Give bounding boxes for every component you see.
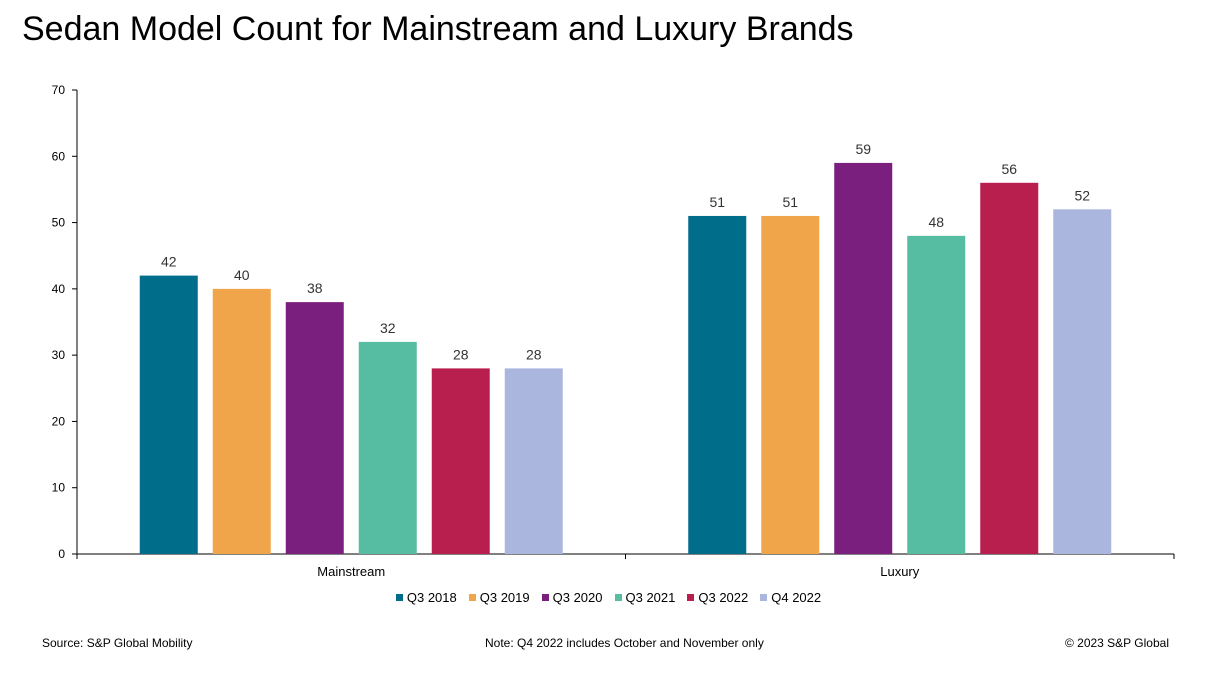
y-tick-label: 60 xyxy=(52,149,66,163)
y-tick-label: 20 xyxy=(52,414,66,428)
x-category-label: Luxury xyxy=(880,564,920,579)
y-tick-label: 50 xyxy=(52,216,66,230)
bar-value-label: 28 xyxy=(453,346,469,362)
bar xyxy=(358,341,417,554)
bar xyxy=(431,368,490,554)
legend-label: Q3 2020 xyxy=(552,590,603,605)
copyright-note: © 2023 S&P Global xyxy=(1064,636,1169,650)
data-labels: 42 40 38 32 28 28 51 51 59 48 56 52 xyxy=(161,141,1090,362)
legend-item: Q3 2020 xyxy=(541,590,603,605)
legend-item: Q3 2021 xyxy=(614,590,676,605)
legend-item: Q3 2018 xyxy=(395,590,457,605)
legend-swatch xyxy=(614,594,622,601)
bar xyxy=(1053,209,1112,555)
legend-label: Q3 2021 xyxy=(625,590,676,605)
legend-swatch xyxy=(760,594,768,601)
bar-value-label: 59 xyxy=(855,141,871,157)
bars xyxy=(139,162,1112,555)
bar-value-label: 28 xyxy=(526,346,542,362)
bar xyxy=(285,302,344,554)
legend-label: Q3 2022 xyxy=(698,590,749,605)
bar-value-label: 42 xyxy=(161,254,177,270)
bar-value-label: 40 xyxy=(234,267,250,283)
bar xyxy=(980,182,1039,555)
legend-item: Q4 2022 xyxy=(760,590,821,605)
legend: Q3 2018 Q3 2019 Q3 2020 Q3 2021 Q3 2022 Q4 20… xyxy=(0,590,1217,605)
source-note: Source: S&P Global Mobility xyxy=(42,636,193,650)
y-tick-label: 70 xyxy=(52,83,66,97)
y-tick-label: 30 xyxy=(52,348,66,362)
legend-swatch xyxy=(395,594,403,601)
bar xyxy=(688,215,747,554)
bar-value-label: 56 xyxy=(1001,161,1017,177)
legend-swatch xyxy=(687,594,695,601)
bar-value-label: 48 xyxy=(928,214,944,230)
bar-chart: 0 10 20 30 40 50 60 70 Mainstream Luxury 42 40 38 32… xyxy=(52,83,1175,579)
legend-label: Q3 2018 xyxy=(406,590,457,605)
bar xyxy=(139,275,198,554)
y-tick-label: 40 xyxy=(52,282,66,296)
bar-value-label: 32 xyxy=(380,320,396,336)
axes: 0 10 20 30 40 50 60 70 Mainstream Luxury xyxy=(52,83,1175,579)
legend-label: Q3 2019 xyxy=(479,590,530,605)
bar-value-label: 51 xyxy=(782,194,798,210)
y-tick-label: 10 xyxy=(52,481,66,495)
footnote: Note: Q4 2022 includes October and Novem… xyxy=(485,636,764,650)
legend-swatch xyxy=(468,594,476,601)
y-tick-label: 0 xyxy=(58,547,65,561)
x-category-label: Mainstream xyxy=(317,564,385,579)
legend-item: Q3 2019 xyxy=(468,590,530,605)
bar xyxy=(212,288,271,554)
bar xyxy=(504,368,563,554)
legend-label: Q4 2022 xyxy=(771,590,822,605)
bar-value-label: 52 xyxy=(1074,187,1090,203)
legend-swatch xyxy=(541,594,549,601)
bar xyxy=(907,235,966,555)
chart-title: Sedan Model Count for Mainstream and Lux… xyxy=(22,10,854,48)
bar-value-label: 38 xyxy=(307,280,323,296)
bar xyxy=(761,215,820,554)
legend-item: Q3 2022 xyxy=(687,590,748,605)
bar-value-label: 51 xyxy=(709,194,725,210)
bar xyxy=(834,162,893,554)
